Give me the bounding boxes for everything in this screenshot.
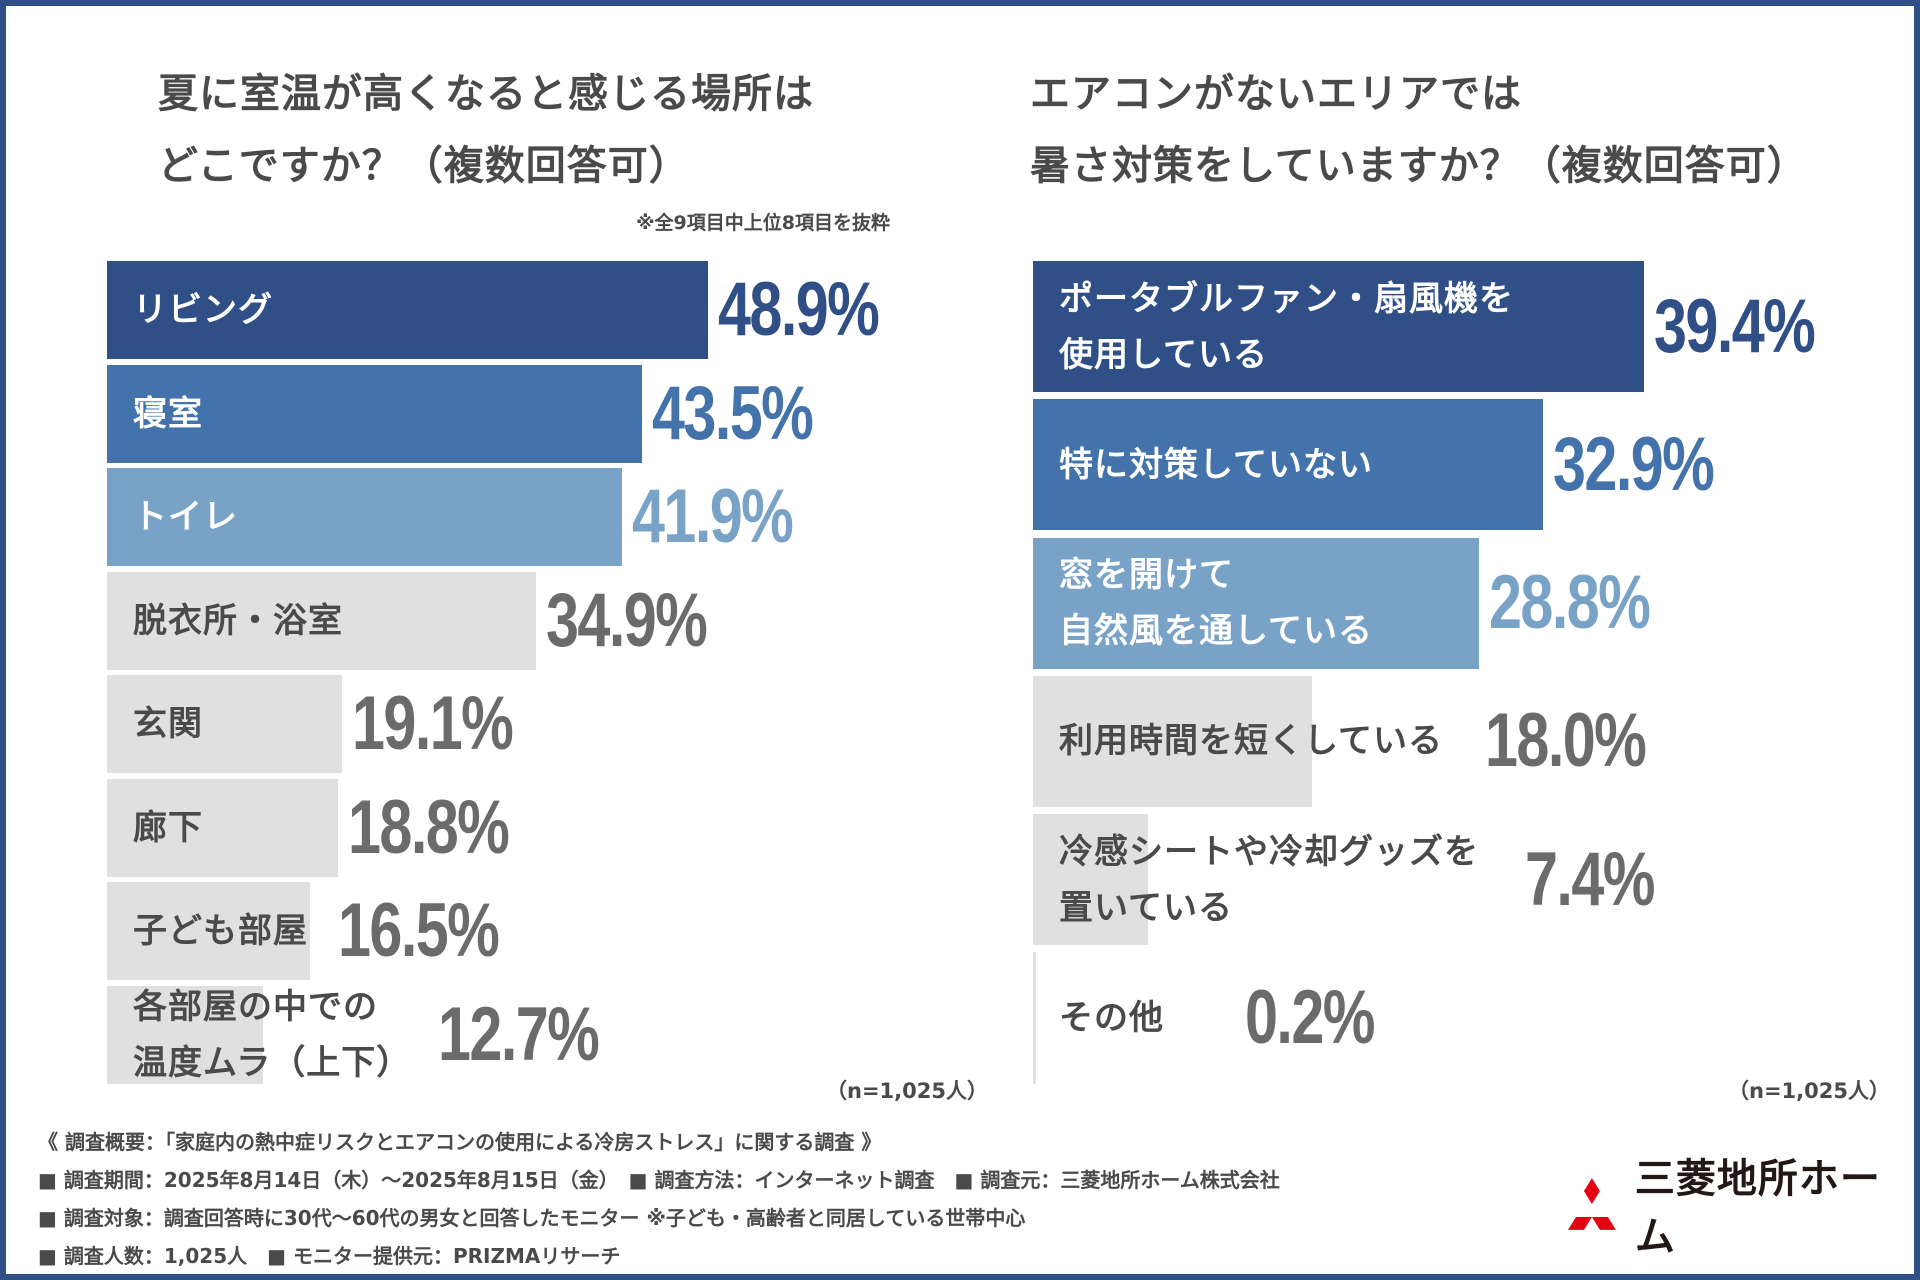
bar-2 xyxy=(107,364,642,463)
right-chart-axis-line xyxy=(1033,952,1036,1082)
bar-label: トイレ xyxy=(133,497,238,537)
bar-value-label: 39.4% xyxy=(1653,283,1816,369)
bar-value-label: 28.8% xyxy=(1489,560,1651,646)
bar-label: 利用時間を短くしている xyxy=(1059,721,1443,762)
bar-value-label: 43.5% xyxy=(651,370,814,456)
footer-survey-count: ■ 調査人数：1,025人 ■ モニター提供元：PRIZMAリサーチ xyxy=(38,1244,621,1268)
footer-survey-target: ■ 調査対象：調査回答時に30代～60代の男女と回答したモニター ※子ども・高齢… xyxy=(38,1206,1026,1230)
bar-value-label: 16.5% xyxy=(338,888,500,973)
footer-survey-overview: 《 調査概要：「家庭内の熱中症リスクとエアコンの使用による冷房ストレス」に関する… xyxy=(38,1130,882,1154)
bar-value-label: 12.7% xyxy=(438,991,600,1077)
bar-label: 廊下 xyxy=(133,807,203,848)
bar-1 xyxy=(1033,261,1644,392)
right-chart-title-line2: 暑さ対策をしていますか？（複数回答可） xyxy=(1030,143,1808,189)
bar-value-label: 0.2% xyxy=(1245,975,1375,1060)
bar-label: 特に対策していない xyxy=(1059,444,1373,485)
bar-4 xyxy=(107,571,536,670)
bar-label: 脱衣所・浴室 xyxy=(133,600,343,641)
right-chart-sample-size: （n=1,025人） xyxy=(1728,1079,1890,1103)
bar-8 xyxy=(107,985,264,1084)
bar-value-label: 7.4% xyxy=(1525,836,1655,922)
bar-value-label: 48.9% xyxy=(717,267,880,352)
bar-6 xyxy=(107,778,339,877)
bar-value-label: 19.1% xyxy=(351,681,514,766)
bar-value-label: 32.9% xyxy=(1552,421,1715,507)
bar-label: 寝室 xyxy=(133,393,203,434)
footer-survey-period: ■ 調査期間：2025年8月14日（木）～2025年8月15日（金） ■ 調査方… xyxy=(38,1168,1280,1192)
left-chart-note: ※全9項目中上位8項目を抜粋 xyxy=(636,212,890,234)
three-diamonds-icon xyxy=(1567,1178,1616,1230)
bar-label: ポータブルファン・扇風機を 使用している xyxy=(1059,278,1514,375)
left-chart-title-line1: 夏に室温が高くなると感じる場所は xyxy=(158,71,814,117)
left-chart-sample-size: （n=1,025人） xyxy=(826,1079,988,1103)
bar-5 xyxy=(107,675,342,773)
bar-label: 冷感シートや冷却グッズを 置いている xyxy=(1059,831,1479,928)
bar-label: 各部屋の中での 温度ムラ（上下） xyxy=(133,986,412,1083)
left-chart-title-line2: どこですか？（複数回答可） xyxy=(158,143,690,189)
right-chart-title-line1: エアコンがないエリアでは xyxy=(1030,71,1522,117)
bar-label: 玄関 xyxy=(133,704,203,744)
bar-1 xyxy=(107,261,708,359)
bar-value-label: 18.8% xyxy=(348,784,510,870)
bar-4 xyxy=(1033,675,1312,807)
bar-7 xyxy=(107,882,310,980)
bar-label: その他 xyxy=(1059,998,1164,1038)
bar-value-label: 41.9% xyxy=(631,474,794,559)
bar-label: リビング xyxy=(133,290,273,330)
logo-text: 三菱地所ホーム xyxy=(1634,1156,1881,1260)
bar-2 xyxy=(1033,399,1543,531)
bar-5 xyxy=(1033,814,1148,946)
bar-label: 窓を開けて 自然風を通している xyxy=(1059,555,1373,652)
bar-label: 子ども部屋 xyxy=(133,911,308,951)
bar-value-label: 34.9% xyxy=(545,577,708,663)
bar-value-label: 18.0% xyxy=(1485,698,1647,784)
company-logo: 三菱地所ホーム xyxy=(1563,1156,1920,1260)
bar-3 xyxy=(107,468,622,566)
bar-3 xyxy=(1033,537,1480,669)
